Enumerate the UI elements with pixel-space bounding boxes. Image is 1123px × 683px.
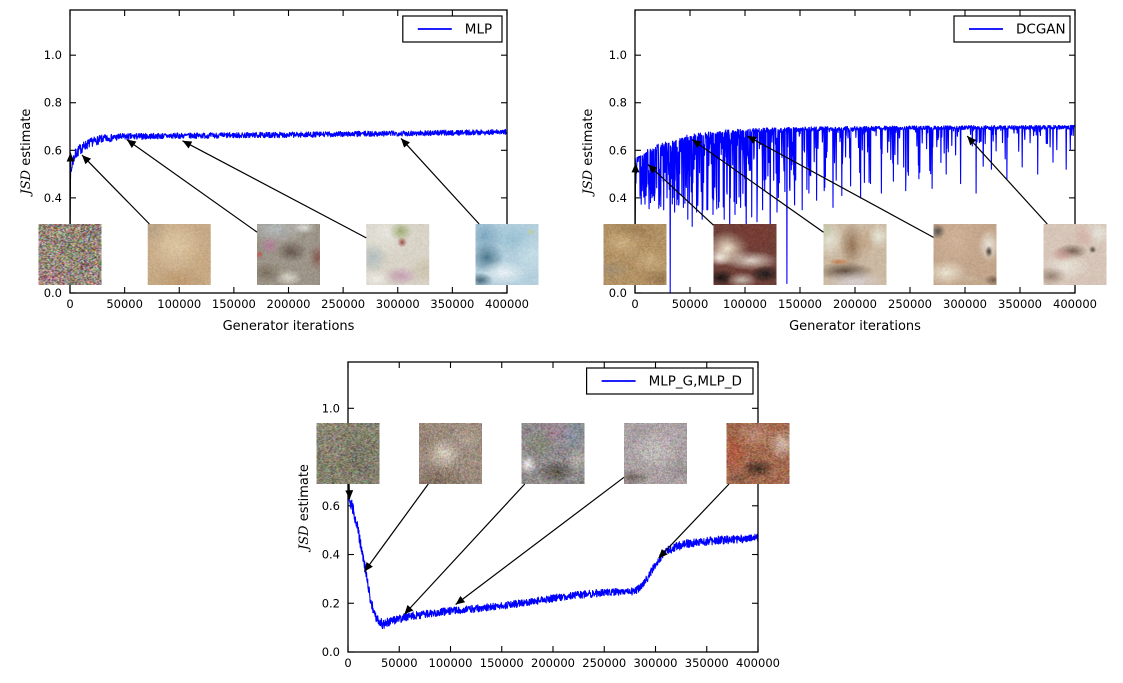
y-axis-label: JSD estimate (581, 109, 596, 198)
axes-frame (69, 9, 508, 294)
annotation-arrow (691, 139, 824, 233)
x-tick-label: 250000 (888, 297, 932, 311)
sample-image-tan-patch-sample (603, 224, 667, 285)
sample-image-mottled-noise-sample (521, 423, 585, 484)
x-tick-label: 400000 (736, 656, 780, 670)
y-tick-label: 1.0 (609, 48, 627, 62)
sample-image-rgb-noise-sample (38, 224, 102, 285)
x-tick-label: 300000 (634, 656, 678, 670)
sample-image-lavender-noise-sample (624, 423, 687, 484)
x-tick-label: 0 (66, 297, 73, 311)
x-tick-label: 50000 (106, 297, 143, 311)
legend-label: MLP_G,MLP_D (649, 374, 742, 390)
chart-element: estimate (19, 109, 34, 170)
x-axis-label: Generator iterations (789, 319, 921, 334)
sample-image-beige-blur-sample (147, 224, 211, 285)
x-tick-label: 0 (344, 656, 351, 670)
axes-frame (347, 361, 759, 653)
annotation-arrow (746, 135, 934, 238)
x-tick-label: 100000 (157, 297, 201, 311)
sample-image-window-bedroom-sample (823, 224, 887, 285)
series-line-mlp (69, 128, 508, 196)
y-tick-label: 0.4 (44, 191, 62, 205)
annotation-arrow (403, 483, 526, 615)
axes-frame (634, 9, 1076, 294)
annotation-arrow (658, 483, 730, 559)
sample-image-curtain-bedroom-sample (933, 224, 997, 285)
y-tick-label: 0.0 (44, 286, 62, 300)
y-axis-label: JSD estimate (297, 464, 312, 553)
x-tick-label: 250000 (321, 297, 365, 311)
plot-mlpgd: 0 50000 100000 150000 200000 250000 300000 3500… (297, 361, 790, 670)
annotation-arrow (966, 135, 1048, 225)
x-tick-label: 150000 (480, 656, 524, 670)
series-line-dcgan (634, 124, 1076, 294)
chart-element: JSD (581, 169, 596, 197)
chart-mlp: 0 50000 100000 150000 200000 250000 300000 3500… (0, 0, 563, 345)
x-tick-label: 400000 (1053, 297, 1097, 311)
sample-image-blue-room-sample (475, 224, 539, 285)
y-tick-label: 0.0 (609, 286, 627, 300)
x-tick-label: 300000 (376, 297, 420, 311)
x-tick-label: 200000 (531, 656, 575, 670)
x-tick-label: 400000 (485, 297, 529, 311)
y-tick-label: 1.0 (44, 48, 62, 62)
y-tick-label: 0.4 (609, 191, 627, 205)
y-tick-label: 0.4 (322, 548, 340, 562)
y-tick-label: 0.6 (44, 143, 62, 157)
sample-image-interior-blur-sample (257, 224, 320, 285)
chart-element: JSD (19, 169, 34, 197)
x-tick-label: 350000 (998, 297, 1042, 311)
annotation-arrow (182, 140, 367, 239)
x-tick-label: 350000 (685, 656, 729, 670)
legend-label: MLP (465, 22, 492, 38)
chart-element: estimate (297, 464, 312, 525)
y-tick-label: 0.0 (322, 645, 340, 659)
y-axis-label: JSD estimate (19, 109, 34, 198)
sample-image-bed-room-sample (1043, 224, 1107, 285)
x-tick-label: 100000 (723, 297, 767, 311)
chart-mlp-g-mlp-d: 0 50000 100000 150000 200000 250000 300000 3500… (280, 350, 840, 683)
annotation-arrow (363, 483, 429, 572)
x-tick-label: 50000 (381, 656, 418, 670)
x-tick-label: 350000 (430, 297, 474, 311)
annotation-arrow (126, 139, 258, 233)
sample-image-pastel-room-sample (366, 224, 430, 285)
x-tick-label: 300000 (943, 297, 987, 311)
x-tick-label: 200000 (267, 297, 311, 311)
sample-image-gray-noise-sample (316, 423, 380, 484)
y-tick-label: 0.2 (322, 596, 340, 610)
y-tick-label: 0.6 (322, 499, 340, 513)
annotation-arrow (345, 483, 354, 500)
y-tick-label: 0.6 (609, 143, 627, 157)
x-tick-label: 50000 (672, 297, 709, 311)
sample-image-rust-noise-sample (726, 423, 790, 484)
annotation-arrow (455, 476, 625, 605)
sample-image-dark-room-sample (713, 224, 777, 285)
annotation-arrow (647, 164, 714, 226)
x-tick-label: 150000 (212, 297, 256, 311)
x-tick-label: 250000 (582, 656, 626, 670)
sample-image-brown-blob-sample (419, 423, 482, 484)
chart-dcgan: 0 50000 100000 150000 200000 250000 300000 3500… (563, 0, 1123, 345)
x-tick-label: 150000 (778, 297, 822, 311)
chart-element: estimate (581, 109, 596, 170)
annotation-arrow (81, 154, 150, 225)
y-tick-label: 0.8 (44, 96, 62, 110)
chart-element: JSD (297, 525, 312, 553)
annotation-arrow (400, 138, 480, 225)
legend-label: DCGAN (1016, 22, 1066, 38)
x-axis-label: Generator iterations (223, 319, 355, 334)
series-line-mlpgd (347, 497, 759, 630)
plot-mlp: 0 50000 100000 150000 200000 250000 300000 3500… (19, 9, 539, 334)
y-tick-label: 1.0 (322, 401, 340, 415)
x-tick-label: 0 (631, 297, 638, 311)
x-tick-label: 100000 (429, 656, 473, 670)
y-tick-label: 0.8 (609, 96, 627, 110)
x-tick-label: 200000 (833, 297, 877, 311)
plot-dcgan: 0 50000 100000 150000 200000 250000 300000 3500… (581, 9, 1107, 334)
